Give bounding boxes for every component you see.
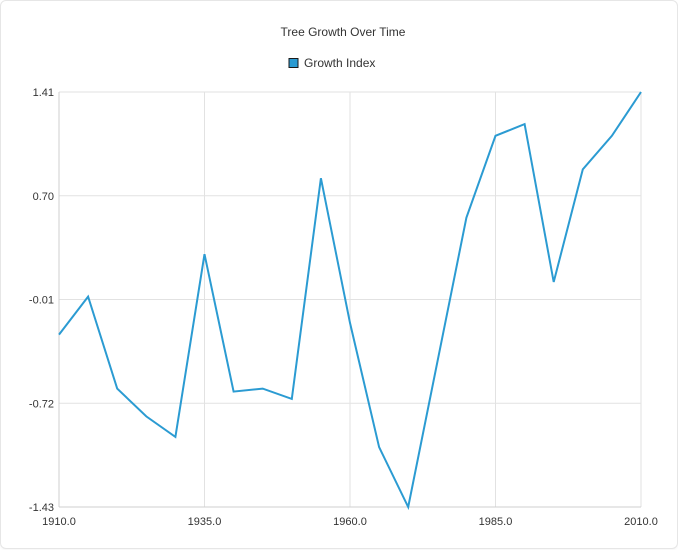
x-axis: 1910.0 1935.0 1960.0 1985.0 2010.0 xyxy=(42,506,658,528)
grid-lines xyxy=(58,91,642,508)
y-tick-label: 1.41 xyxy=(33,87,54,99)
x-tick-label: 1935.0 xyxy=(188,516,222,528)
legend-label: Growth Index xyxy=(304,56,375,70)
x-tick-label: 1960.0 xyxy=(333,516,367,528)
y-axis: 1.41 0.70 -0.01 -0.72 -1.43 xyxy=(29,87,60,514)
y-tick-label: -1.43 xyxy=(29,502,54,514)
y-tick-label: 0.70 xyxy=(33,191,54,203)
series-line-0 xyxy=(58,91,642,511)
x-tick-label: 2010.0 xyxy=(624,516,658,528)
y-tick-label: -0.72 xyxy=(29,398,54,410)
legend: Growth Index xyxy=(288,56,375,70)
y-tick-label: -0.01 xyxy=(29,295,54,307)
series-group xyxy=(58,91,642,511)
legend-swatch xyxy=(288,58,299,68)
x-tick-label: 1910.0 xyxy=(42,516,76,528)
x-tick-label: 1985.0 xyxy=(479,516,513,528)
chart-title: Tree Growth Over Time xyxy=(281,25,406,39)
